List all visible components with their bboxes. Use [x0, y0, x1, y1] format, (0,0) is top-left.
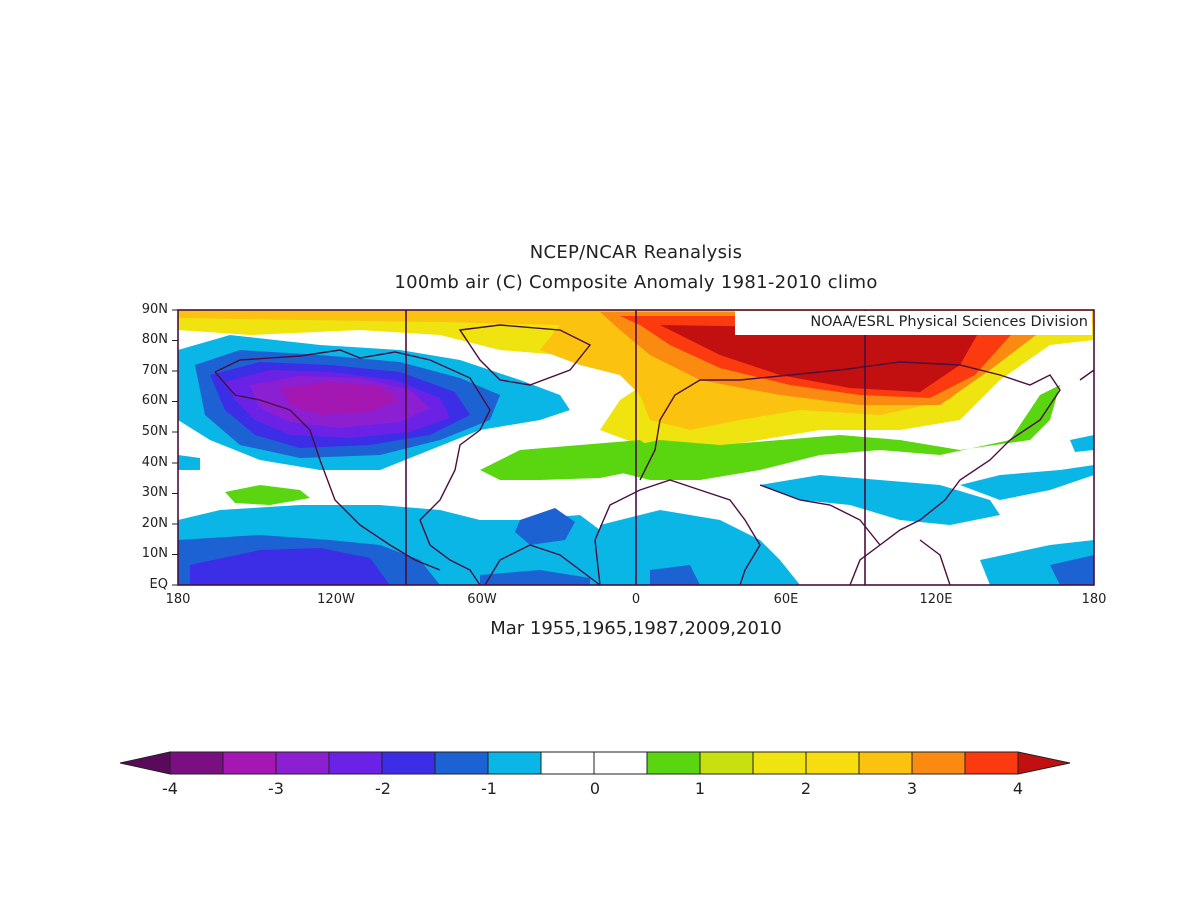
colorbar-label-neg3: -3	[268, 779, 284, 798]
colorbar-swatch	[911, 751, 966, 775]
lon-label-0: 0	[631, 592, 641, 607]
colorbar-swatch	[964, 751, 1019, 775]
lat-label-50n: 50N	[141, 424, 168, 439]
colorbar-arrow-low	[119, 751, 171, 775]
colorbar-swatch	[434, 751, 489, 775]
credit-box: NOAA/ESRL Physical Sciences Division	[735, 311, 1092, 335]
colorbar	[119, 751, 1071, 775]
lon-label-120w: 120W	[317, 592, 355, 607]
lat-label-90n: 90N	[141, 302, 168, 317]
map-frame	[177, 309, 1095, 586]
colorbar-arrow-high	[1017, 751, 1071, 775]
lat-label-eq: EQ	[149, 577, 168, 592]
map-title-line2: 100mb air (C) Composite Anomaly 1981-201…	[394, 272, 878, 293]
colorbar-label-neg2: -2	[375, 779, 391, 798]
lon-label-180e: 180	[1081, 592, 1107, 607]
lat-ticks	[172, 309, 178, 586]
lat-label-30n: 30N	[141, 485, 168, 500]
colorbar-swatch	[593, 751, 648, 775]
colorbar-swatch	[540, 751, 595, 775]
lat-label-70n: 70N	[141, 363, 168, 378]
colorbar-swatch	[858, 751, 913, 775]
colorbar-swatch	[275, 751, 330, 775]
lon-label-120e: 120E	[919, 592, 953, 607]
colorbar-swatch	[805, 751, 860, 775]
lat-label-40n: 40N	[141, 455, 168, 470]
colorbar-swatch	[222, 751, 277, 775]
lat-label-10n: 10N	[141, 546, 168, 561]
colorbar-swatch	[752, 751, 807, 775]
colorbar-label-neg4: -4	[162, 779, 178, 798]
coastlines	[214, 324, 1094, 585]
colorbar-swatch	[328, 751, 383, 775]
colorbar-label-4: 4	[1012, 779, 1024, 798]
colorbar-swatch	[169, 751, 224, 775]
lon-label-60w: 60W	[467, 592, 497, 607]
colorbar-label-1: 1	[694, 779, 706, 798]
lon-label-60e: 60E	[773, 592, 799, 607]
colorbar-label-neg1: -1	[481, 779, 497, 798]
map-title-line1: NCEP/NCAR Reanalysis	[529, 242, 743, 263]
colorbar-label-3: 3	[906, 779, 918, 798]
colorbar-swatch	[646, 751, 701, 775]
meridian-lines	[405, 310, 866, 585]
colorbar-swatch	[699, 751, 754, 775]
colorbar-swatch	[487, 751, 542, 775]
credit-text: NOAA/ESRL Physical Sciences Division	[810, 314, 1088, 330]
lat-label-60n: 60N	[141, 393, 168, 408]
colorbar-label-2: 2	[800, 779, 812, 798]
lat-label-20n: 20N	[141, 516, 168, 531]
lon-label-180w: 180	[165, 592, 191, 607]
lat-label-80n: 80N	[141, 332, 168, 347]
map-subtitle: Mar 1955,1965,1987,2009,2010	[490, 618, 782, 639]
colorbar-label-0: 0	[589, 779, 601, 798]
colorbar-swatch	[381, 751, 436, 775]
